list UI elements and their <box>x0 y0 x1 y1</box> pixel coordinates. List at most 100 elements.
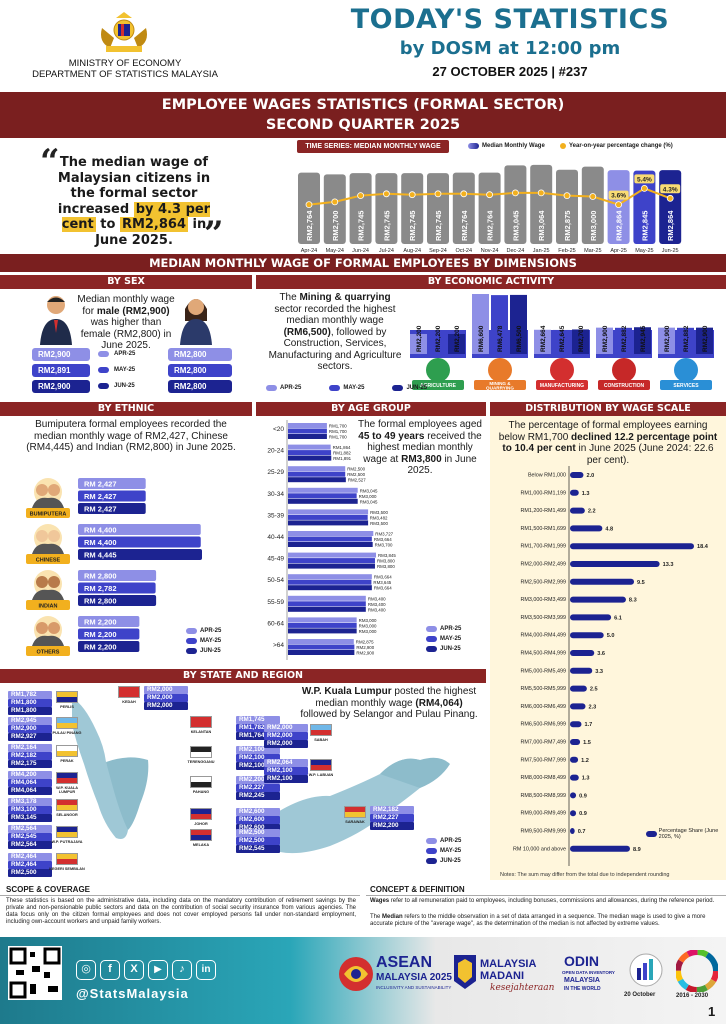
state-value: RM2,100 <box>236 754 280 762</box>
econ-bar <box>596 327 613 354</box>
age-bar <box>288 493 357 499</box>
state-name: SELANGOR <box>56 813 78 817</box>
ethnic-bar <box>78 570 157 581</box>
state-summary-text: W.P. Kuala Lumpur posted the highest med… <box>296 686 482 721</box>
timeseries-tick: Oct-24 <box>456 248 473 254</box>
facebook-icon[interactable]: f <box>100 960 120 980</box>
state-value: RM2,564 <box>8 825 52 833</box>
age-bar <box>288 514 368 520</box>
ethnic-avatar-icon <box>36 484 48 496</box>
by-wage-scale-heading: DISTRIBUTION BY WAGE SCALE <box>490 402 726 416</box>
dist-category: RM4,000-RM4,499 <box>520 633 566 639</box>
social-handle[interactable]: @StatsMalaysia <box>76 986 189 1001</box>
state-value: RM1,800 <box>8 707 52 715</box>
tiktok-icon[interactable]: ♪ <box>172 960 192 980</box>
econ-bar <box>534 329 551 354</box>
econ-legend-label: MAY-25 <box>343 385 365 391</box>
dist-bar-label: 13.3 <box>663 562 674 568</box>
timeseries-bar <box>401 173 424 244</box>
yoy-point <box>537 189 545 197</box>
timeseries-bar-label: RM2,864 <box>615 210 624 241</box>
state-flag-icon <box>190 716 212 728</box>
ethnic-avatar-icon <box>48 484 60 496</box>
ethnic-bar-label: RM 2,200 <box>84 630 117 639</box>
ethnic-bar-label: RM 2,200 <box>84 618 117 627</box>
male-value: RM2,891 <box>32 364 90 377</box>
sex-period <box>98 383 109 389</box>
state-value: RM2,200 <box>370 822 414 830</box>
state-value: RM2,000 <box>144 694 188 702</box>
state-legend-label: APR-25 <box>440 838 462 844</box>
state-flag-icon <box>56 745 78 757</box>
state-value: RM2,000 <box>264 724 308 732</box>
dist-legend: Percentage Share (June 2025, %) <box>646 828 722 840</box>
ethnic-legend-item: MAY-25 <box>186 638 221 644</box>
x-icon[interactable]: X <box>124 960 144 980</box>
dist-bar-label: 5.0 <box>607 633 615 639</box>
concept-def: The <box>370 914 383 920</box>
econ-text: The <box>279 292 300 303</box>
state-text-bold: W.P. Kuala Lumpur <box>301 686 392 697</box>
state-name: JOHOR <box>194 822 208 826</box>
legend-wage: Median Monthly Wage <box>468 143 545 149</box>
state-values-group: RM2,164 RM2,182 RM2,175 <box>8 744 52 768</box>
dist-bar <box>570 739 581 745</box>
econ-text: sector recorded the highest median month… <box>274 303 396 327</box>
age-bar <box>288 471 346 477</box>
by-ethnic-heading: BY ETHNIC <box>0 402 252 416</box>
dist-bar <box>570 525 603 532</box>
ethnic-avatar-body <box>32 589 64 600</box>
state-name: KELANTAN <box>190 730 212 734</box>
dist-bar-label: 2.2 <box>588 509 596 515</box>
state-text: posted the highest median monthly wage <box>315 686 477 709</box>
dist-summary-text: The percentage of formal employees earni… <box>496 420 720 466</box>
female-value: RM2,800 <box>168 380 232 393</box>
yoy-point <box>511 189 519 197</box>
age-bar-label: RM3,400 <box>368 596 386 601</box>
state-value: RM2,945 <box>8 717 52 725</box>
linkedin-icon[interactable]: in <box>196 960 216 980</box>
age-legend-item: MAY-25 <box>426 636 461 642</box>
age-bar <box>288 552 376 558</box>
madani-logo-icon <box>454 955 476 989</box>
dist-category: RM1,700-RM1,999 <box>520 544 566 550</box>
econ-bar <box>677 327 694 354</box>
timeseries-bar-label: RM2,700 <box>331 211 340 241</box>
age-category: 25-29 <box>267 469 284 476</box>
econ-bar-label: RM2,200 <box>454 325 461 352</box>
dist-category: RM9,000-RM9,499 <box>520 811 566 817</box>
by-state-heading: BY STATE AND REGION <box>0 669 486 683</box>
qr-code-icon[interactable] <box>8 946 62 1000</box>
yoy-label: 3.6% <box>611 193 626 200</box>
dist-legend-label: Percentage Share (June 2025, %) <box>658 828 719 840</box>
madani-line2: MADANI <box>480 970 524 982</box>
age-bar <box>288 617 357 623</box>
ethnic-avatar-icon <box>36 530 48 542</box>
timeseries-tick: May-24 <box>326 248 344 254</box>
dist-bar <box>570 472 584 478</box>
ethnic-tag <box>26 508 70 518</box>
timeseries-bar <box>504 165 527 244</box>
econ-bar <box>491 295 508 354</box>
state-name: W.P. PUTRAJAYA <box>51 840 83 844</box>
dist-bar <box>570 828 575 834</box>
state-value: RM2,200 <box>236 776 280 784</box>
age-legend-label: JUN-25 <box>440 646 461 652</box>
instagram-icon[interactable]: ◎ <box>76 960 96 980</box>
econ-bar-label: RM2,882 <box>621 325 628 352</box>
odin-subtitle: OPEN DATA INVENTORY <box>562 970 615 975</box>
dist-bar <box>570 489 579 496</box>
age-category: >64 <box>273 642 284 649</box>
dist-category: Below RM1,000 <box>528 473 566 479</box>
age-bar-label: RM3,482 <box>370 515 388 520</box>
econ-bar <box>658 327 675 354</box>
timeseries-bar <box>375 173 398 244</box>
age-bar-label: RM2,875 <box>356 640 374 645</box>
state-value: RM2,000 <box>264 740 308 748</box>
youtube-icon[interactable]: ▶ <box>148 960 168 980</box>
sex-text: was higher than female (RM2,800) in June… <box>80 317 172 351</box>
state-flag-icon <box>56 772 78 784</box>
timeseries-bar-label: RM2,745 <box>382 211 391 241</box>
yoy-point <box>305 201 313 208</box>
ethnic-category: BUMIPUTERA <box>30 512 67 518</box>
